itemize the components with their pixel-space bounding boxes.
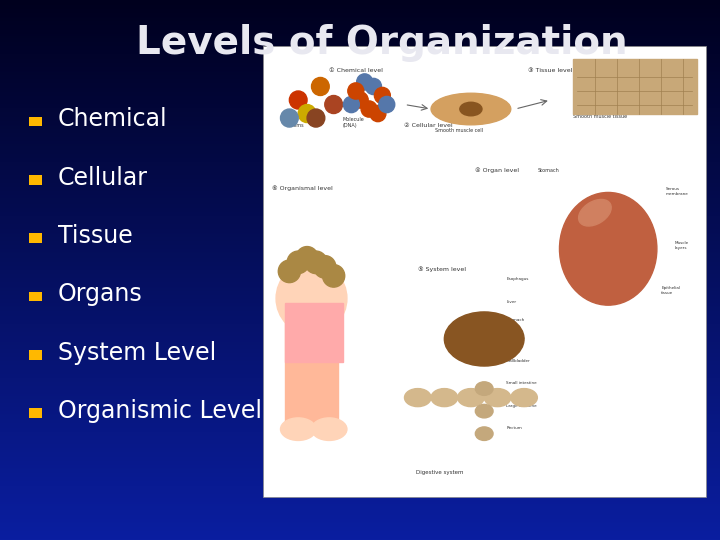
Text: Organismic Level: Organismic Level [58, 399, 261, 423]
FancyBboxPatch shape [29, 292, 42, 301]
FancyBboxPatch shape [263, 46, 706, 497]
Text: Chemical: Chemical [58, 107, 167, 131]
Text: Cellular: Cellular [58, 166, 148, 190]
FancyBboxPatch shape [29, 233, 42, 243]
Text: Levels of Organization: Levels of Organization [136, 24, 627, 62]
Text: Tissue: Tissue [58, 224, 132, 248]
FancyBboxPatch shape [29, 350, 42, 360]
Text: Organs: Organs [58, 282, 143, 306]
Text: System Level: System Level [58, 341, 216, 364]
FancyBboxPatch shape [29, 117, 42, 126]
FancyBboxPatch shape [29, 408, 42, 418]
FancyBboxPatch shape [29, 175, 42, 185]
